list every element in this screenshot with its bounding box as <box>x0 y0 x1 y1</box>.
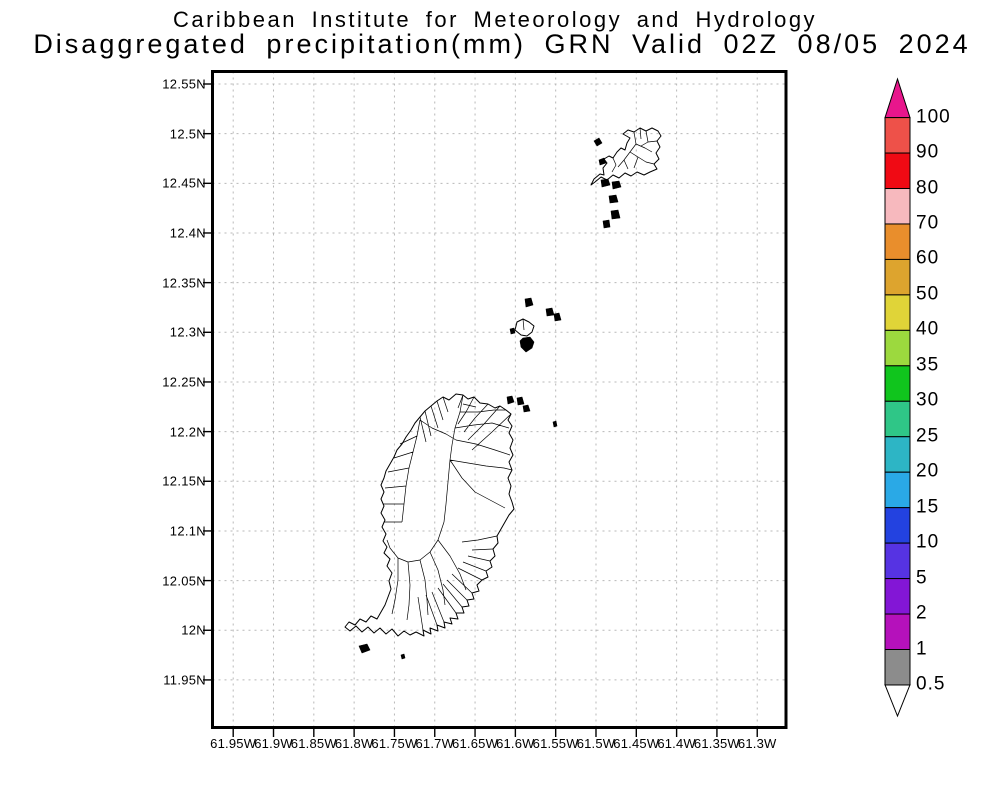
green-islet <box>516 396 525 406</box>
ronde-island <box>514 318 535 337</box>
colorbar-label: 0.5 <box>916 673 946 695</box>
x-axis-label: 61.95W <box>210 736 257 751</box>
colorbar <box>884 77 911 718</box>
carriacou-island <box>590 127 662 186</box>
colorbar-label: 25 <box>916 425 940 447</box>
x-axis-label: 61.6W <box>496 736 535 751</box>
london-bridge-islet <box>524 297 534 308</box>
colorbar-label: 20 <box>916 460 940 482</box>
carriacou-coastline <box>590 127 662 186</box>
y-axis-label: 12.2N <box>169 424 206 440</box>
small-islands <box>358 137 622 660</box>
x-axis-label: 61.5W <box>576 736 616 751</box>
colorbar-label: 35 <box>916 354 940 376</box>
y-axis-label: 12.35N <box>162 275 206 291</box>
frigate-islet <box>608 194 619 204</box>
x-axis-label: 61.8W <box>334 736 374 751</box>
y-axis-label: 12.05N <box>162 573 206 589</box>
mabouya-islet <box>593 137 603 147</box>
ronde-island-line <box>522 318 525 331</box>
y-axis-label: 12.1N <box>169 523 206 539</box>
chart-title-line2: Disaggregated precipitation(mm) GRN Vali… <box>33 29 971 59</box>
les-tantes-islet-1 <box>545 307 555 317</box>
colorbar-label: 80 <box>916 177 940 199</box>
colorbar-label: 1 <box>916 638 928 660</box>
colorbar-label: 30 <box>916 389 940 411</box>
x-axis-label: 61.3W <box>737 736 777 751</box>
y-axis-label: 12.55N <box>162 76 206 92</box>
y-axis-label: 12.45N <box>162 175 206 191</box>
colorbar-top-arrow <box>884 77 911 119</box>
les-tantes-islet-2 <box>553 312 562 322</box>
y-axis-label: 12.25N <box>162 374 206 390</box>
caille-islet <box>519 336 535 353</box>
x-axis-label: 61.85W <box>290 736 337 751</box>
colorbar-label: 5 <box>916 567 928 589</box>
x-axis-label: 61.7W <box>415 736 455 751</box>
large-islet <box>610 209 621 220</box>
bird-rock-islet <box>552 420 558 428</box>
sandy-islet-carriacou <box>598 157 607 166</box>
grenada-island <box>344 393 515 637</box>
y-axis-label: 12.3N <box>169 324 206 340</box>
colorbar-bottom-arrow <box>884 684 911 718</box>
colorbar-label: 15 <box>916 496 940 518</box>
south-dot-islet <box>400 653 406 660</box>
sandy-islet-grenada <box>522 404 531 413</box>
x-axis-label: 61.9W <box>254 736 293 751</box>
colorbar-label: 100 <box>916 106 951 128</box>
grid-lines <box>212 71 786 728</box>
x-axis-label: 61.75W <box>371 736 418 751</box>
fota-islet <box>602 219 611 229</box>
y-axis-label: 11.95N <box>163 672 206 688</box>
saline-islet <box>611 180 622 190</box>
colorbar-label: 60 <box>916 247 940 269</box>
x-axis-label: 61.4W <box>657 736 696 751</box>
white-islet <box>600 178 611 188</box>
colorbar-label: 40 <box>916 318 940 340</box>
colorbar-segments <box>884 117 911 686</box>
y-axis-label: 12.4N <box>169 225 206 241</box>
x-axis-label: 61.65W <box>452 736 499 751</box>
y-axis-label: 12.15N <box>162 473 206 489</box>
carriacou-watershed-boundaries <box>602 127 658 173</box>
colorbar-label: 70 <box>916 212 940 234</box>
diamond-rock-islet <box>506 395 515 405</box>
map-frame <box>211 70 788 729</box>
y-axis-label: 12.5N <box>169 126 206 142</box>
y-axis-label: 12N <box>181 622 206 638</box>
colorbar-label: 2 <box>916 602 928 624</box>
x-axis-label: 61.35W <box>693 736 740 751</box>
isle-west-of-ronde <box>509 327 516 335</box>
axis-ticks <box>203 83 758 737</box>
colorbar-label: 10 <box>916 531 940 553</box>
x-axis-label: 61.45W <box>613 736 660 751</box>
grenada-coastline <box>344 393 515 637</box>
colorbar-label: 90 <box>916 141 940 163</box>
glover-islet <box>358 643 371 654</box>
colorbar-label: 50 <box>916 283 940 305</box>
chart-title-line1: Caribbean Institute for Meteorology and … <box>172 7 818 32</box>
x-axis-label: 61.55W <box>532 736 579 751</box>
grenada-watershed-boundaries <box>383 394 513 631</box>
